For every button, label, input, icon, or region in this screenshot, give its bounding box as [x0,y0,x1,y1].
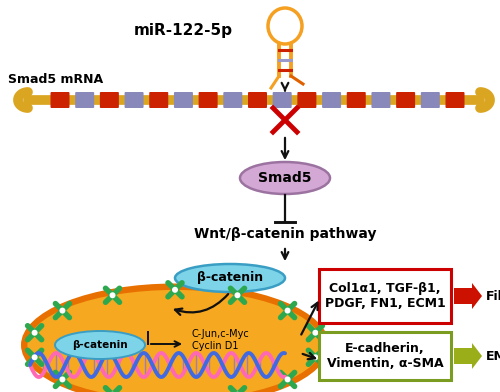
Circle shape [312,354,318,360]
Circle shape [60,376,66,383]
Text: EMT: EMT [486,350,500,363]
Circle shape [172,287,178,293]
Text: Smad5: Smad5 [258,171,312,185]
Polygon shape [454,343,482,369]
Text: E-cadherin,
Vimentin, α-SMA: E-cadherin, Vimentin, α-SMA [326,342,444,370]
Text: β-catenin: β-catenin [72,340,128,350]
Text: Fibrosis: Fibrosis [486,290,500,303]
Circle shape [284,308,290,314]
Circle shape [234,292,240,298]
FancyBboxPatch shape [272,92,291,108]
Circle shape [284,376,290,383]
FancyBboxPatch shape [198,92,218,108]
FancyBboxPatch shape [319,332,451,380]
Ellipse shape [21,283,329,392]
Polygon shape [454,283,482,309]
FancyBboxPatch shape [396,92,415,108]
FancyBboxPatch shape [372,92,390,108]
Ellipse shape [175,264,285,292]
FancyBboxPatch shape [298,92,316,108]
FancyBboxPatch shape [347,92,366,108]
FancyBboxPatch shape [248,92,267,108]
Circle shape [110,292,116,298]
Text: Col1α1, TGF-β1,
PDGF, FN1, ECM1: Col1α1, TGF-β1, PDGF, FN1, ECM1 [324,282,446,310]
Text: miR-122-5p: miR-122-5p [134,22,233,38]
FancyBboxPatch shape [421,92,440,108]
Ellipse shape [55,331,145,359]
FancyBboxPatch shape [149,92,168,108]
FancyBboxPatch shape [100,92,119,108]
FancyBboxPatch shape [322,92,341,108]
Circle shape [32,354,38,360]
FancyBboxPatch shape [174,92,193,108]
Text: Wnt/β-catenin pathway: Wnt/β-catenin pathway [194,227,376,241]
Circle shape [312,330,318,336]
FancyBboxPatch shape [75,92,94,108]
FancyBboxPatch shape [224,92,242,108]
Ellipse shape [240,162,330,194]
Circle shape [32,330,38,336]
FancyBboxPatch shape [50,92,70,108]
FancyBboxPatch shape [319,269,451,323]
Ellipse shape [25,287,325,392]
Text: β-catenin: β-catenin [197,272,263,285]
Circle shape [60,308,66,314]
FancyBboxPatch shape [446,92,464,108]
Text: C-Jun,c-Myc
Cyclin D1: C-Jun,c-Myc Cyclin D1 [192,329,250,351]
Text: Smad5 mRNA: Smad5 mRNA [8,73,103,86]
FancyBboxPatch shape [124,92,144,108]
